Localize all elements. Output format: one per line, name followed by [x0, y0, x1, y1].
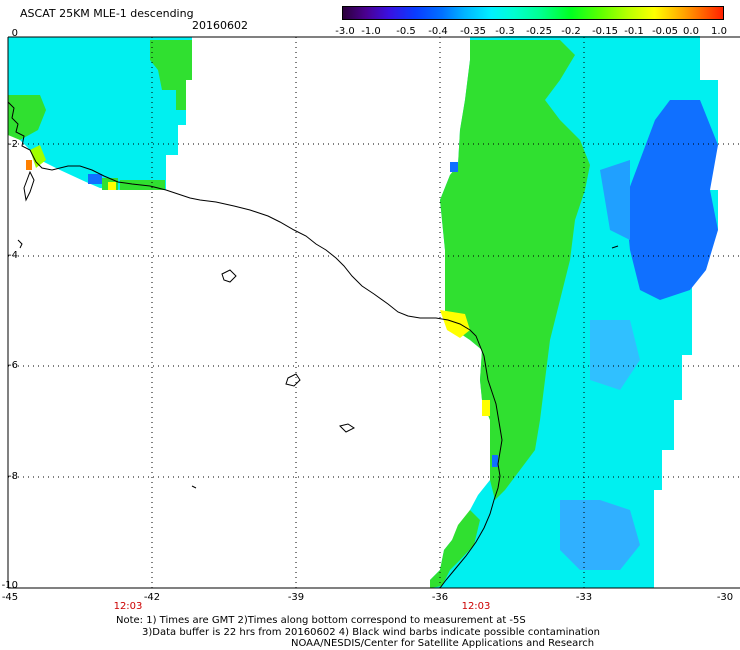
- x-axis-label: -39: [287, 592, 305, 603]
- note-line-3: NOAA/NESDIS/Center for Satellite Applica…: [291, 638, 595, 649]
- x-axis-label: -45: [1, 592, 19, 603]
- y-axis-label: -6: [8, 360, 18, 371]
- colorbar-label: -0.15: [592, 26, 618, 37]
- note-line-1: Note: 1) Times are GMT 2)Times along bot…: [116, 615, 526, 626]
- y-axis-label: 0: [11, 28, 18, 39]
- colorbar-label: -0.4: [428, 26, 448, 37]
- x-axis-label: -36: [431, 592, 449, 603]
- time-label: 12:03: [113, 601, 143, 612]
- map-title: ASCAT 25KM MLE-1 descending: [20, 7, 194, 20]
- colorbar-label: -0.5: [396, 26, 416, 37]
- y-axis-label: -4: [8, 250, 18, 261]
- note-line-2: 3)Data buffer is 22 hrs from 20160602 4)…: [142, 627, 600, 638]
- colorbar-label: -0.35: [460, 26, 486, 37]
- left-swath: [8, 37, 192, 190]
- colorbar-label: -1.0: [361, 26, 381, 37]
- y-axis-label: -10: [1, 580, 18, 591]
- colorbar-label: -0.2: [561, 26, 581, 37]
- colorbar-label: -0.25: [526, 26, 552, 37]
- y-axis-label: -8: [8, 471, 18, 482]
- time-label: 12:03: [461, 601, 491, 612]
- colorbar-label: -3.0: [335, 26, 355, 37]
- x-axis-label: -33: [575, 592, 593, 603]
- y-axis-label: -2: [8, 139, 18, 150]
- x-axis-label: -42: [143, 592, 161, 603]
- colorbar: [342, 6, 724, 20]
- coastline: [7, 101, 619, 589]
- colorbar-label: -0.1: [624, 26, 644, 37]
- colorbar-label: -0.05: [652, 26, 678, 37]
- grid-lines: [8, 37, 740, 588]
- map-date: 20160602: [192, 19, 248, 32]
- colorbar-label: 1.0: [711, 26, 727, 37]
- colorbar-label: -0.3: [495, 26, 515, 37]
- axis-frame: [7, 36, 740, 589]
- right-swath: [430, 36, 718, 588]
- x-axis-label: -30: [716, 592, 734, 603]
- colorbar-label: 0.0: [683, 26, 699, 37]
